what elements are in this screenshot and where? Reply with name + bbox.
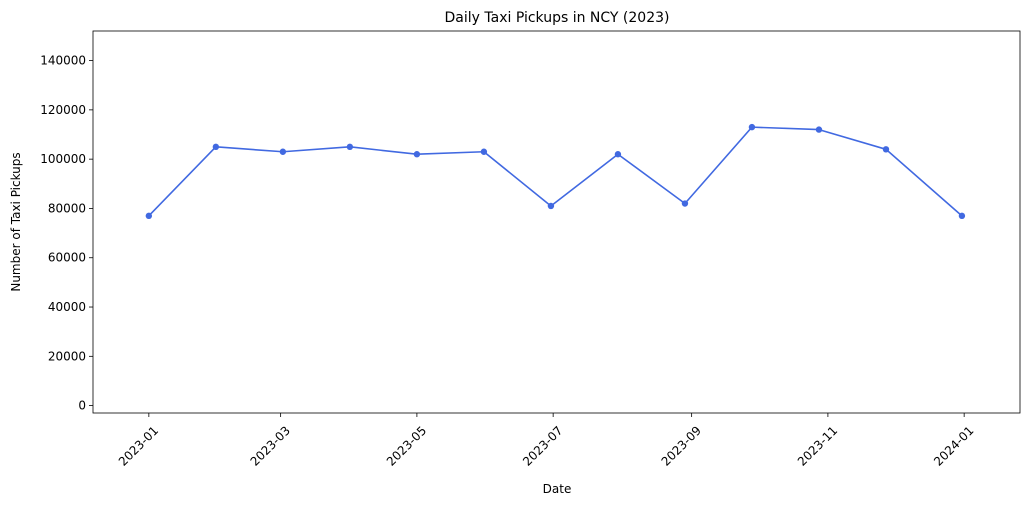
x-tick-label: 2023-03 bbox=[248, 423, 293, 468]
data-point bbox=[145, 212, 153, 220]
data-point bbox=[480, 148, 488, 155]
chart-title: Daily Taxi Pickups in NCY (2023) bbox=[445, 10, 670, 26]
y-tick-label: 140000 bbox=[40, 54, 86, 68]
y-axis-label: Number of Taxi Pickups bbox=[9, 152, 23, 291]
y-axis: 0 20000 40000 60000 80000 100000 120000 140000 bbox=[40, 54, 93, 413]
x-axis: 2023-01 2023-03 2023-05 2023-07 2023-09 2023-… bbox=[116, 413, 976, 469]
x-tick-label: 2023-07 bbox=[520, 423, 565, 468]
plot-area bbox=[145, 123, 966, 220]
plot-frame bbox=[92, 30, 1021, 414]
data-point bbox=[958, 212, 966, 220]
data-point bbox=[279, 148, 287, 155]
x-tick-label: 2023-11 bbox=[795, 423, 840, 468]
y-tick-label: 120000 bbox=[40, 103, 86, 117]
y-tick-label: 40000 bbox=[48, 300, 86, 314]
x-tick-label: 2023-09 bbox=[659, 423, 704, 468]
series-line bbox=[148, 126, 963, 217]
x-axis-label: Date bbox=[543, 482, 572, 496]
data-point bbox=[212, 143, 220, 151]
x-tick-label: 2024-01 bbox=[931, 423, 976, 468]
data-point bbox=[547, 202, 555, 210]
data-point bbox=[614, 151, 622, 158]
x-tick-label: 2023-01 bbox=[116, 423, 161, 468]
y-tick-label: 100000 bbox=[40, 152, 86, 166]
data-point bbox=[882, 146, 890, 153]
x-tick-label: 2023-05 bbox=[384, 423, 429, 468]
data-point bbox=[815, 126, 823, 133]
data-point bbox=[346, 143, 354, 151]
data-point bbox=[748, 123, 756, 131]
y-tick-label: 60000 bbox=[48, 251, 86, 265]
y-tick-label: 80000 bbox=[48, 201, 86, 215]
data-point bbox=[413, 151, 421, 158]
data-point bbox=[681, 200, 689, 207]
y-tick-label: 20000 bbox=[48, 349, 86, 363]
y-tick-label: 0 bbox=[78, 399, 86, 413]
